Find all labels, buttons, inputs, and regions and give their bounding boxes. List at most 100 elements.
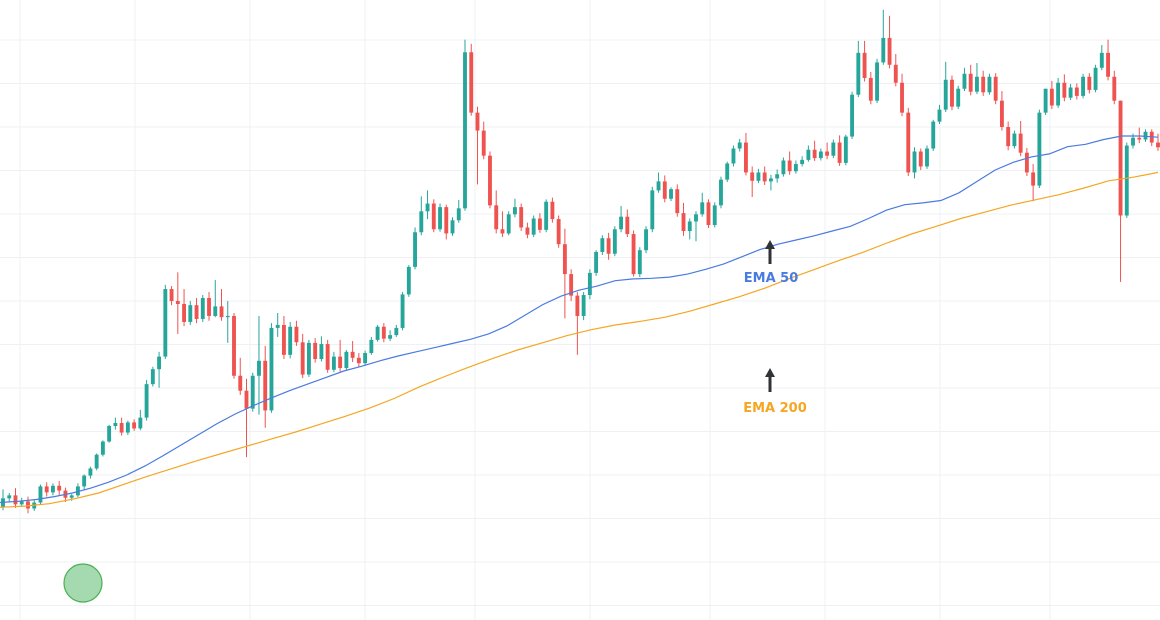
- candle-body: [662, 181, 667, 199]
- candle: [238, 357, 243, 395]
- candle: [862, 40, 867, 82]
- candle: [350, 341, 355, 363]
- candle-body: [793, 164, 798, 172]
- candle-body: [669, 189, 673, 199]
- candle: [744, 132, 748, 176]
- candle: [787, 151, 792, 175]
- candle-body: [1124, 145, 1129, 216]
- ema200-line: [0, 171, 1159, 508]
- candle: [925, 145, 929, 169]
- candle-body: [644, 229, 648, 251]
- candle: [569, 269, 574, 302]
- candle-body: [413, 232, 417, 267]
- candle: [1156, 133, 1160, 151]
- candle: [300, 333, 305, 379]
- candle-body: [800, 159, 805, 165]
- candle-body: [1156, 142, 1160, 148]
- candle: [644, 226, 648, 254]
- candles: [1, 9, 1160, 514]
- candle-body: [450, 220, 455, 234]
- candle-body: [19, 501, 24, 505]
- candle-body: [625, 216, 630, 235]
- candle-body: [257, 360, 261, 376]
- candle: [463, 39, 467, 211]
- candle: [1049, 80, 1054, 110]
- candle-body: [650, 190, 655, 230]
- candle-body: [388, 335, 393, 339]
- candle-body: [338, 356, 343, 368]
- candle-body: [612, 229, 617, 254]
- candle: [94, 453, 99, 471]
- candle-body: [775, 174, 780, 179]
- ema50-annotation: EMA 50: [744, 240, 798, 286]
- candle: [388, 330, 393, 342]
- candle: [163, 284, 168, 360]
- candle-body: [1006, 126, 1011, 147]
- candle: [806, 145, 811, 162]
- candle-body: [481, 130, 486, 156]
- candle-body: [463, 52, 467, 209]
- candle: [818, 148, 823, 161]
- candle: [157, 351, 162, 388]
- candle-body: [544, 201, 549, 230]
- candle-body: [887, 37, 892, 65]
- candle: [575, 292, 580, 355]
- candle: [225, 301, 230, 343]
- candle-body: [762, 172, 767, 182]
- candle: [288, 321, 293, 359]
- candle: [338, 339, 343, 372]
- candle: [144, 379, 149, 421]
- candle-body: [113, 423, 118, 426]
- candle-body: [1031, 172, 1036, 186]
- candle-body: [562, 244, 567, 275]
- candle-body: [656, 181, 661, 191]
- candle-body: [856, 52, 861, 95]
- candle-body: [325, 344, 330, 370]
- candle: [419, 196, 424, 236]
- candle: [13, 488, 18, 508]
- candle-body: [356, 357, 361, 364]
- candle: [1124, 142, 1129, 218]
- candle: [731, 145, 736, 167]
- candle: [937, 104, 942, 125]
- candle: [1024, 147, 1029, 177]
- candle-body: [587, 272, 592, 296]
- candle-body: [456, 208, 461, 221]
- candle-body: [1093, 67, 1098, 90]
- candle: [438, 203, 442, 232]
- candle: [275, 312, 280, 337]
- candle-body: [569, 274, 574, 296]
- candle: [725, 161, 730, 183]
- candle-body: [900, 82, 904, 113]
- candle-body: [818, 151, 823, 159]
- candle: [51, 483, 55, 496]
- candle: [950, 75, 954, 111]
- candle: [400, 292, 405, 331]
- candle: [962, 67, 967, 92]
- candle: [675, 184, 680, 217]
- candle-body: [381, 326, 386, 339]
- candle: [1006, 121, 1011, 151]
- candle: [687, 218, 692, 240]
- candle: [44, 482, 49, 497]
- candle-body: [26, 501, 30, 509]
- candle: [943, 61, 948, 113]
- candle-body: [837, 142, 842, 163]
- candle-body: [200, 298, 205, 319]
- candle-body: [1118, 100, 1123, 216]
- candle: [975, 63, 979, 95]
- candle: [1106, 39, 1110, 81]
- candle: [244, 378, 249, 458]
- candle: [513, 198, 517, 218]
- candle-body: [163, 289, 168, 357]
- candle: [1099, 45, 1104, 71]
- candle: [525, 222, 530, 239]
- candle: [444, 204, 449, 240]
- candle-body: [406, 266, 411, 295]
- candle-body: [1087, 76, 1092, 90]
- candle: [706, 199, 711, 229]
- candle: [931, 119, 936, 151]
- candle-body: [238, 375, 243, 391]
